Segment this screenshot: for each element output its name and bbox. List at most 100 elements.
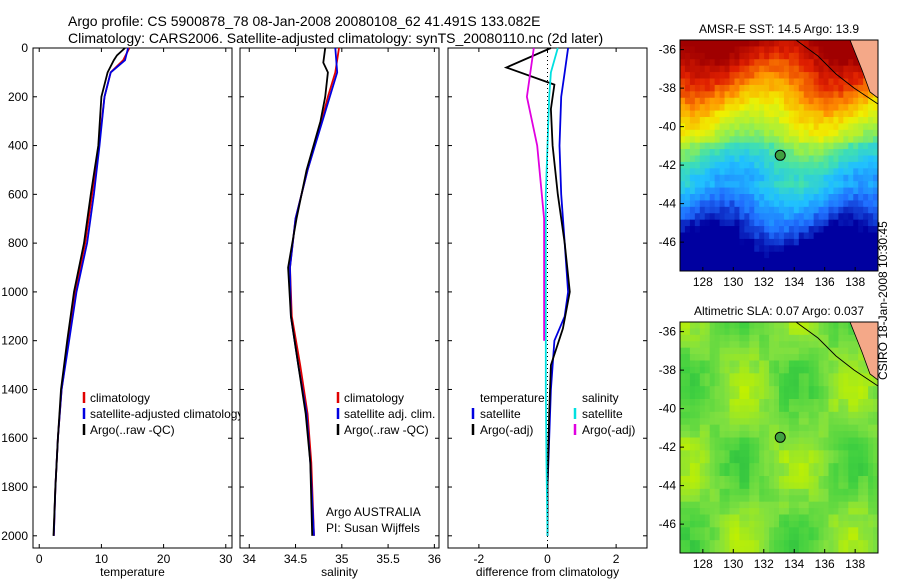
sla-map-cell [788,443,795,451]
sst-map-cell [853,52,859,60]
sst-map-cell [813,123,820,131]
sla-map-cell [680,392,686,400]
sst-map-cell [689,206,696,214]
sst-map-cell [769,40,775,48]
sst-map-cell [764,104,770,112]
sst-map-cell [719,136,726,144]
sst-map-cell [774,251,780,259]
sla-map-cell [709,341,716,349]
sla-map-cell [798,540,805,548]
sla-map-cell [774,334,780,342]
sst-map-cell [749,187,755,195]
sst-map-cell [813,251,820,259]
sst-map-cell [719,168,726,176]
sla-map-cell [759,360,765,368]
sla-map-cell [779,392,785,400]
sla-map-cell [868,488,874,496]
sst-map-cell [749,181,755,189]
sla-map-cell [863,399,869,407]
sla-map-cell [754,334,760,342]
sst-map-cell [719,65,726,73]
sla-map-cell [863,443,869,451]
sst-map-cell [858,65,864,73]
sla-map-cell [704,405,711,413]
sst-map-cell [788,123,795,131]
sst-map-cell [858,117,864,125]
sst-map-cell [759,251,765,259]
sla-map-cell [853,533,859,541]
sla-map-cell [694,328,701,336]
sst-map-cell [873,168,878,176]
sst-map-cell [853,117,859,125]
sst-map-cell [838,129,844,137]
sla-map-cell [754,508,760,516]
sla-map-cell [774,450,780,458]
sst-map-cell [714,149,721,157]
sla-map-cell [833,424,839,432]
sla-map-cell [714,418,721,426]
sla-map-cell [709,386,716,394]
sla-map-cell [714,392,721,400]
sst-map-cell [764,142,770,150]
sst-map-cell [689,245,696,253]
sla-map-cell [774,533,780,541]
sla-map-cell [813,399,820,407]
sla-map-cell [744,527,750,535]
sla-map-cell [843,469,849,477]
sla-map-cell [724,418,731,426]
sla-map-cell [694,450,701,458]
sst-map-cell [724,136,731,144]
sla-map-cell [779,482,785,490]
sla-map-cell [749,482,755,490]
sst-map-cell [798,136,805,144]
sla-map-cell [764,437,770,445]
sla-map-cell [774,386,780,394]
sla-map-cell [843,418,849,426]
sla-map-cell [848,341,854,349]
sla-map-cell [873,450,878,458]
sst-map-cell [759,46,765,54]
sst-map-cell [709,142,716,150]
sst-map-cell [858,232,864,240]
sla-map-cell [699,334,706,342]
sst-map-cell [719,219,726,227]
sst-map-cell [798,78,805,86]
sla-map-cell [833,399,839,407]
sla-map-argo-marker [774,431,786,443]
sst-map-cell [783,251,790,259]
sst-map-cell [833,40,839,48]
sla-map-cell [774,373,780,381]
sst-map-cell [813,136,820,144]
sst-map-cell [684,97,691,105]
sla-map-cell [843,399,849,407]
sst-map-cell [818,251,825,259]
sla-map-cell [734,482,740,490]
sla-map-cell [848,431,854,439]
sst-map-cell [689,52,696,60]
sst-map-cell [823,117,830,125]
sst-map-cell [868,264,874,271]
sst-map-ytick-label: -46 [659,235,677,249]
sla-map-cell [709,546,716,553]
sla-map-cell [729,354,736,362]
sla-map-cell [858,482,864,490]
sla-map-cell [868,533,874,541]
sst-map-cell [709,168,716,176]
sla-map-cell [744,456,750,464]
sst-map-cell [774,52,780,60]
sst-map-cell [788,91,795,99]
sla-map-cell [704,341,711,349]
sla-map-cell [808,354,815,362]
sla-map-ytick-label: -40 [659,402,677,416]
sst-map-cell [774,168,780,176]
sst-map-cell [803,46,810,54]
sst-map-cell [798,59,805,67]
sst-map-cell [793,117,800,125]
sst-map-cell [853,84,859,92]
sst-map-cell [803,181,810,189]
sst-map-cell [803,52,810,60]
sst-map-cell [744,219,750,227]
sla-map-cell [788,520,795,528]
difference-legend-label: satellite [480,407,521,421]
sst-map-cell [774,78,780,86]
